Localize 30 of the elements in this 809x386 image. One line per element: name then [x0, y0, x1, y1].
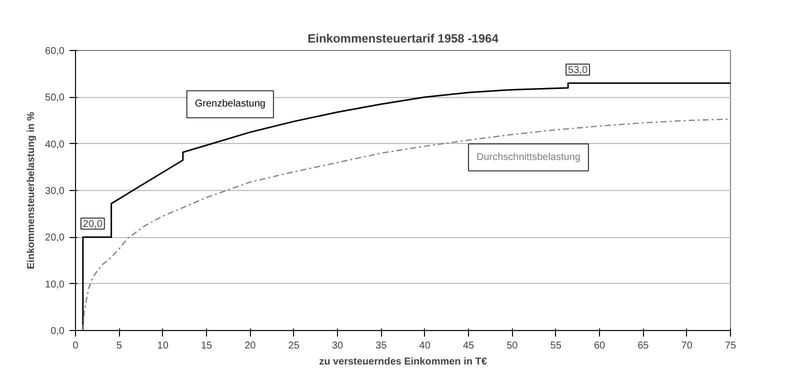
- x-tick-label: 10: [157, 340, 169, 352]
- x-tick-label: 0: [72, 340, 79, 352]
- series-label: Grenzbelastung: [194, 98, 266, 110]
- y-tick-label: 20,0: [45, 232, 65, 244]
- x-tick-label: 25: [288, 340, 300, 352]
- annotation: 20,0: [82, 219, 103, 230]
- x-tick-label: 15: [200, 340, 212, 352]
- x-tick-label: 70: [681, 340, 693, 352]
- x-tick-label: 75: [724, 340, 736, 352]
- y-tick-label: 0,0: [50, 326, 65, 337]
- y-tick-label: 50,0: [45, 92, 65, 104]
- annotation: 53,0: [568, 65, 588, 76]
- series-label: Durchschnittsbelastung: [476, 152, 580, 163]
- y-tick-label: 60,0: [45, 46, 65, 57]
- x-tick-label: 5: [116, 340, 122, 352]
- y-axis-title: Einkommensteuerbelastung in %: [26, 112, 38, 270]
- y-tick-label: 40,0: [45, 139, 65, 150]
- x-tick-label: 40: [419, 340, 431, 352]
- y-tick-label: 10,0: [45, 279, 65, 290]
- x-tick-label: 60: [594, 340, 606, 352]
- x-tick-label: 45: [462, 340, 474, 352]
- chart-title: Einkommensteuertarif 1958 -1964: [308, 32, 499, 46]
- y-tick-label: 30,0: [45, 186, 65, 197]
- x-axis-title: zu versteuerndes Einkommen in T€: [319, 356, 488, 368]
- x-tick-label: 20: [244, 340, 256, 352]
- x-tick-label: 65: [638, 340, 650, 352]
- x-tick-label: 30: [332, 340, 344, 352]
- x-tick-label: 35: [376, 340, 388, 352]
- x-tick-label: 50: [506, 340, 518, 352]
- x-tick-label: 55: [550, 340, 562, 352]
